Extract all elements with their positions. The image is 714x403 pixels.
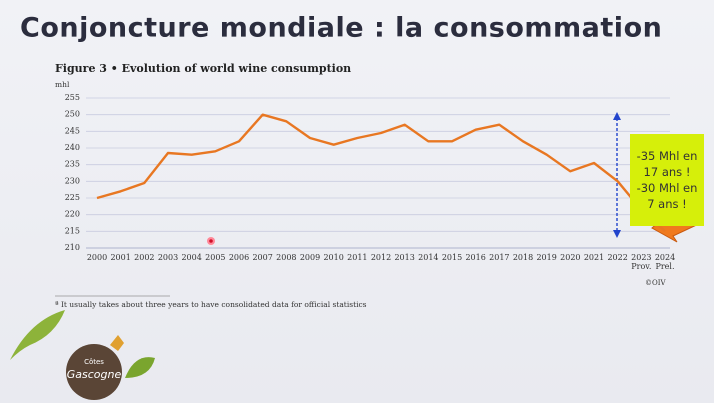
- x-tick-label: 2013: [394, 253, 415, 262]
- y-tick-label: 245: [65, 126, 80, 135]
- y-tick-label: 210: [65, 243, 80, 252]
- x-tick-label: 2007: [252, 253, 273, 262]
- y-tick-label: 240: [65, 143, 80, 152]
- arrow-head: [613, 112, 621, 120]
- y-tick-label: 225: [65, 193, 80, 202]
- arrow-head: [613, 230, 621, 238]
- leaf: [110, 335, 124, 351]
- x-tick-label: 2017: [489, 253, 510, 262]
- y-tick-label: 215: [65, 226, 80, 235]
- x-tick-label: 2003: [157, 253, 179, 262]
- y-tick-label: 220: [65, 210, 80, 219]
- x-tick-label: 2018: [512, 253, 534, 262]
- x-tick-label: 2004: [181, 253, 202, 262]
- logo-top: Côtes: [84, 358, 104, 366]
- leaf: [10, 310, 65, 360]
- slide-title: Conjoncture mondiale : la consommation: [20, 13, 662, 44]
- annotation: -30 Mhl en 7 ans !: [636, 181, 698, 211]
- x-tick-label: 2009: [299, 253, 321, 262]
- y-tick-label: 235: [65, 160, 80, 169]
- x-tick-label: 2019: [536, 253, 557, 262]
- x-tick-label: 2011: [347, 253, 368, 262]
- chart-title: Figure 3 • Evolution of world wine consu…: [55, 62, 351, 75]
- x-tick-label: 2008: [276, 253, 297, 262]
- x-tick-label: 2015: [441, 253, 463, 262]
- x-tick-label: 2021: [583, 253, 605, 262]
- x-tick-label: 2012: [370, 253, 392, 262]
- logo-badge: [66, 344, 122, 400]
- x-tick-label: 2023 Prov.: [631, 253, 652, 271]
- annotation: -35 Mhl en 17 ans !: [636, 149, 698, 179]
- logo-name: Gascogne: [67, 368, 122, 381]
- x-tick-label: 2005: [205, 253, 226, 262]
- y-axis-label: mhl: [55, 80, 70, 89]
- x-tick-label: 2024 Prel.: [654, 253, 676, 271]
- y-tick-label: 250: [65, 110, 80, 119]
- x-tick-label: 2016: [465, 253, 486, 262]
- x-tick-label: 2000: [86, 253, 108, 262]
- x-tick-label: 2022: [607, 253, 628, 262]
- y-tick-label: 255: [65, 93, 80, 102]
- footnote: ª It usually takes about three years to …: [55, 300, 367, 309]
- source: ©OIV: [645, 279, 667, 287]
- data-line: [96, 113, 666, 233]
- x-tick-label: 2014: [418, 253, 439, 262]
- leaf: [125, 357, 155, 378]
- cursor-dot: [209, 239, 213, 243]
- y-tick-label: 230: [65, 176, 80, 185]
- x-tick-label: 2020: [560, 253, 581, 262]
- annotation-box: -35 Mhl en 17 ans ! -30 Mhl en 7 ans !: [630, 134, 704, 226]
- x-tick-label: 2010: [323, 253, 344, 262]
- x-tick-label: 2001: [110, 253, 131, 262]
- x-tick-label: 2002: [134, 253, 155, 262]
- x-tick-label: 2006: [228, 253, 250, 262]
